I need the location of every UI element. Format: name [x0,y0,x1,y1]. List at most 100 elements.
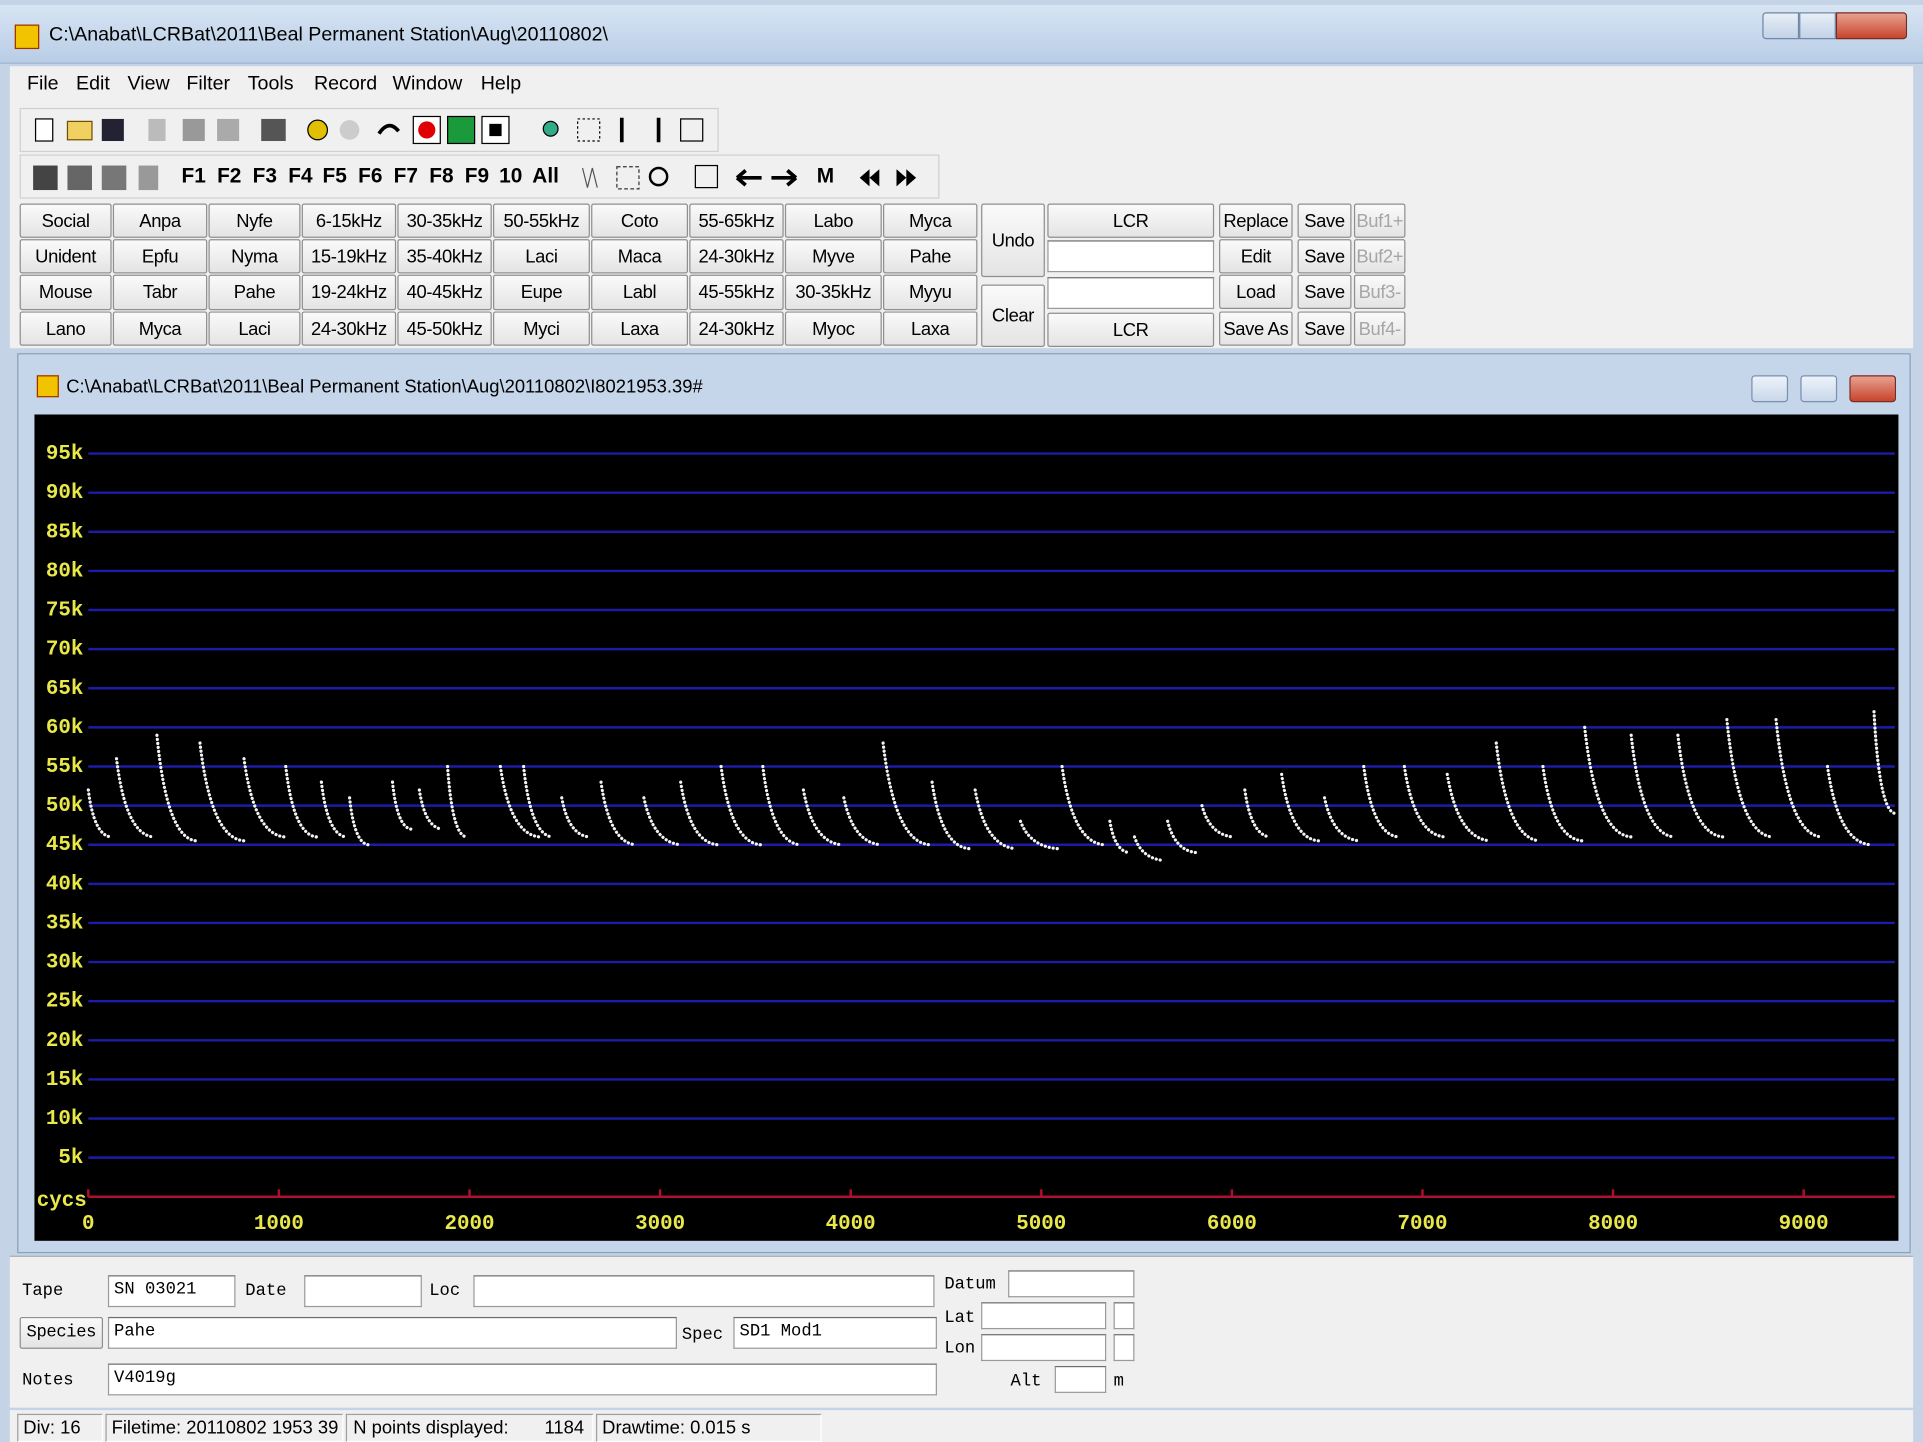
species-button[interactable]: Myca [883,203,978,238]
maximize-button[interactable] [1799,12,1836,40]
species-button[interactable]: Coto [591,203,689,238]
filter-button[interactable]: F8 [429,164,454,188]
context-help-icon[interactable] [339,120,360,140]
menu-item[interactable]: View [127,73,170,95]
save-button[interactable]: Save [1297,274,1352,310]
species-button[interactable]: 35-40kHz [397,239,492,274]
action-button[interactable]: Edit [1219,239,1293,274]
menu-item[interactable]: Edit [76,73,110,95]
action-button[interactable]: Replace [1219,203,1293,238]
lat-checkbox[interactable] [1113,1302,1135,1330]
child-close[interactable] [1849,375,1897,403]
prev-file-arrow[interactable] [859,169,880,187]
action-button[interactable]: Save As [1219,311,1293,346]
view-icon-2[interactable] [67,165,92,191]
select-icon[interactable] [577,118,601,142]
species-button[interactable]: 24-30kHz [301,311,397,346]
menu-item[interactable]: File [26,73,59,95]
species-button[interactable]: Laci [493,239,590,274]
print-icon[interactable] [261,118,286,142]
species-button[interactable]: Labl [591,274,689,311]
magnify-icon[interactable] [648,166,669,187]
new-icon[interactable] [34,118,54,142]
undo-button[interactable]: Undo [981,203,1045,278]
next-arrow[interactable] [771,169,798,187]
spec-field[interactable]: SD1 Mod1 [733,1316,937,1349]
species-button[interactable]: 6-15kHz [301,203,397,238]
filter-button[interactable]: F2 [217,164,242,188]
filter-button[interactable]: 10 [499,164,523,188]
action-button[interactable]: Load [1219,274,1293,310]
species-button[interactable]: 50-55kHz [493,203,590,238]
species-button[interactable]: Pahe [883,239,978,274]
alt-field[interactable] [1054,1365,1107,1393]
species-button[interactable]: 55-65kHz [689,203,784,238]
filter-button[interactable]: F6 [358,164,383,188]
clear-button[interactable]: Clear [981,284,1045,348]
species-button[interactable]: 45-50kHz [397,311,492,346]
lcr-field-filled[interactable]: LCR [1047,312,1215,348]
datum-field[interactable] [1008,1270,1135,1298]
species-button[interactable]: 30-35kHz [784,274,882,311]
species-button[interactable]: 24-30kHz [689,239,784,274]
loc-field[interactable] [473,1275,935,1308]
species-button[interactable]: Anpa [112,203,208,238]
save-button[interactable]: Save [1297,311,1352,346]
buffer-button[interactable]: Buf4- [1353,311,1406,346]
mode-button[interactable]: M [816,164,835,188]
species-button[interactable]: 24-30kHz [689,311,784,346]
filter-button[interactable]: F1 [181,164,206,188]
species-button[interactable]: Social [19,203,112,238]
species-button[interactable]: Myoc [784,311,882,346]
filter-button[interactable]: F3 [252,164,277,188]
lon-checkbox[interactable] [1113,1334,1135,1362]
prev-arrow[interactable] [735,169,762,187]
species-button[interactable]: 30-35kHz [397,203,492,238]
next-file-arrow[interactable] [896,169,917,187]
paste-icon[interactable] [217,118,240,142]
network-icon[interactable] [680,118,704,142]
filter-button[interactable]: F9 [464,164,490,188]
species-button[interactable]: Mouse [19,274,112,311]
wave-icon[interactable] [581,167,598,188]
play-icon[interactable] [447,115,476,145]
species-button[interactable]: Myyu [883,274,978,311]
lcr-field[interactable] [1047,277,1215,310]
view-icon-4[interactable] [138,165,159,191]
species-button[interactable]: Myve [784,239,882,274]
tape-field[interactable]: SN 03021 [107,1275,236,1308]
species-button[interactable]: Laci [208,311,301,346]
filter-button[interactable]: All [532,164,559,188]
species-button[interactable]: 45-55kHz [689,274,784,311]
species-button[interactable]: Species [19,1316,104,1349]
lon-field[interactable] [981,1334,1107,1362]
menu-item[interactable]: Tools [247,73,294,95]
species-field[interactable]: Pahe [107,1316,677,1349]
save-icon[interactable] [101,118,124,142]
species-button[interactable]: Maca [591,239,689,274]
filter-button[interactable]: F4 [288,164,313,188]
species-button[interactable]: Pahe [208,274,301,311]
view-icon-1[interactable] [33,165,58,191]
date-field[interactable] [304,1275,422,1308]
save-button[interactable]: Save [1297,239,1352,274]
close-button[interactable] [1835,12,1908,40]
notes-field[interactable]: V4019g [107,1363,937,1396]
species-button[interactable]: Eupe [493,274,590,311]
species-button[interactable]: Unident [19,239,112,274]
compress-icon[interactable] [616,166,640,190]
lat-field[interactable] [981,1302,1107,1330]
copy-icon[interactable] [182,118,205,142]
minimize-button[interactable] [1762,12,1800,40]
species-button[interactable]: Tabr [112,274,208,311]
species-button[interactable]: Myci [493,311,590,346]
species-button[interactable]: Epfu [112,239,208,274]
filter-button[interactable]: F7 [393,164,419,188]
lcr-field[interactable] [1047,240,1215,273]
overlay-icon[interactable] [694,164,719,189]
buffer-button[interactable]: Buf3- [1353,274,1406,310]
species-button[interactable]: Labo [784,203,882,238]
species-button[interactable]: Myca [112,311,208,346]
species-button[interactable]: Lano [19,311,112,346]
lcr-button[interactable]: LCR [1047,203,1215,238]
